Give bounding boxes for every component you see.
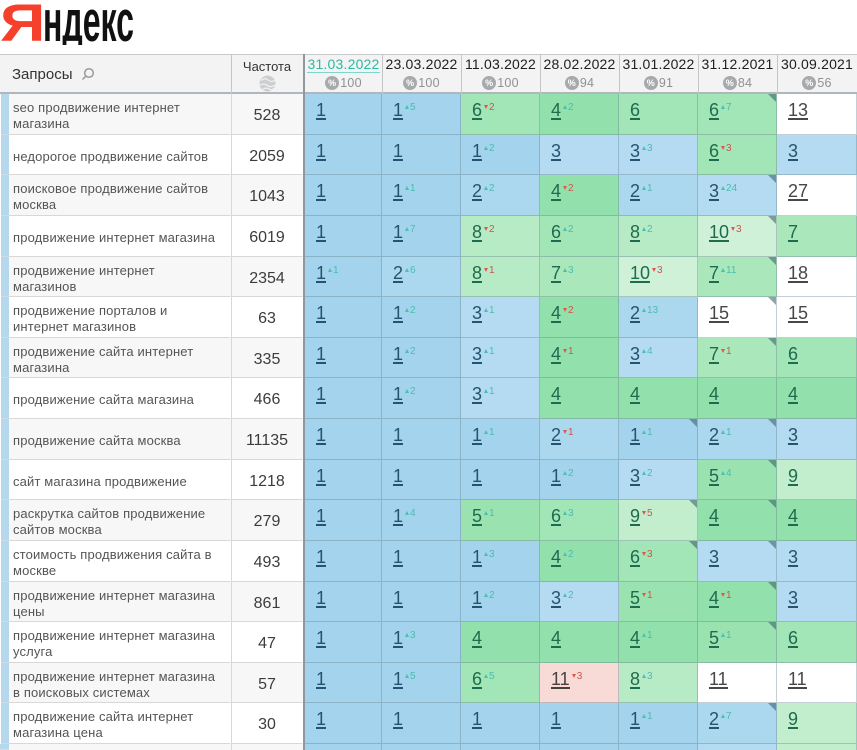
svg-text:ндекс: ндекс bbox=[43, 0, 134, 45]
svg-text:Я: Я bbox=[0, 0, 45, 45]
